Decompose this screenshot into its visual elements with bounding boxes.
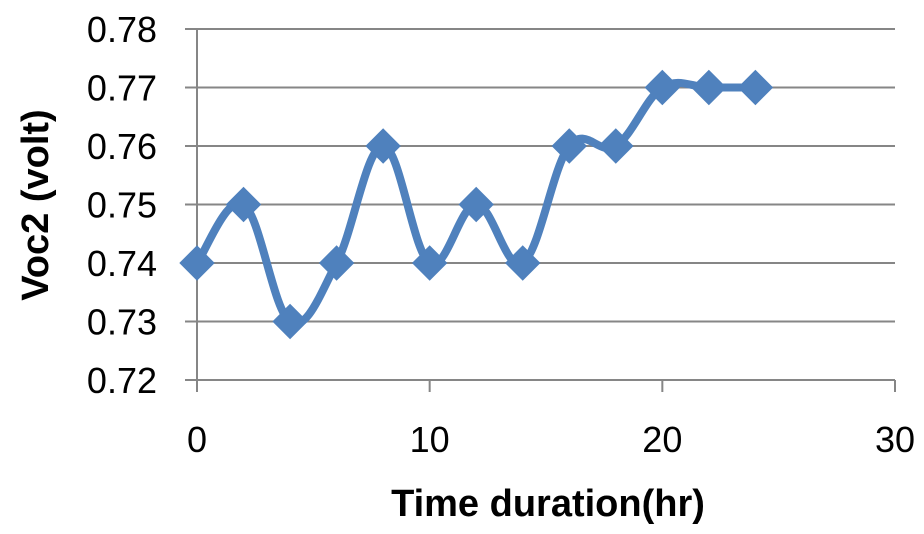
data-point-marker [318,245,355,281]
y-tick-label: 0.75 [87,185,157,226]
data-point-marker [598,128,634,164]
data-point-marker [737,69,774,106]
data-point-marker [644,69,681,106]
data-point-marker [225,186,262,223]
y-tick-label: 0.72 [87,360,157,401]
y-axis-title: Voc2 (volt) [15,109,57,300]
gridlines [197,28,895,323]
x-tick-label: 10 [410,419,450,460]
series-markers [179,69,774,340]
x-tick-labels: 0 10 20 30 [187,419,915,460]
y-tick-label: 0.77 [87,68,157,109]
y-tick-label: 0.74 [87,243,157,284]
data-point-marker [179,245,215,281]
y-tick-label: 0.76 [87,126,157,167]
x-axis-title: Time duration(hr) [391,483,705,525]
y-tick-labels: 0.72 0.73 0.74 0.75 0.76 0.77 0.78 [87,9,157,401]
data-point-marker [458,186,494,223]
data-point-marker [365,128,401,164]
y-tick-label: 0.78 [87,9,157,50]
data-point-marker [272,303,308,340]
data-point-marker [505,245,541,281]
x-tick-label: 0 [187,419,207,460]
x-tick-label: 30 [875,419,915,460]
y-tick-label: 0.73 [87,302,157,343]
x-tick-label: 20 [642,419,682,460]
data-point-marker [411,245,448,281]
data-point-marker [691,69,727,106]
data-point-marker [551,128,587,164]
